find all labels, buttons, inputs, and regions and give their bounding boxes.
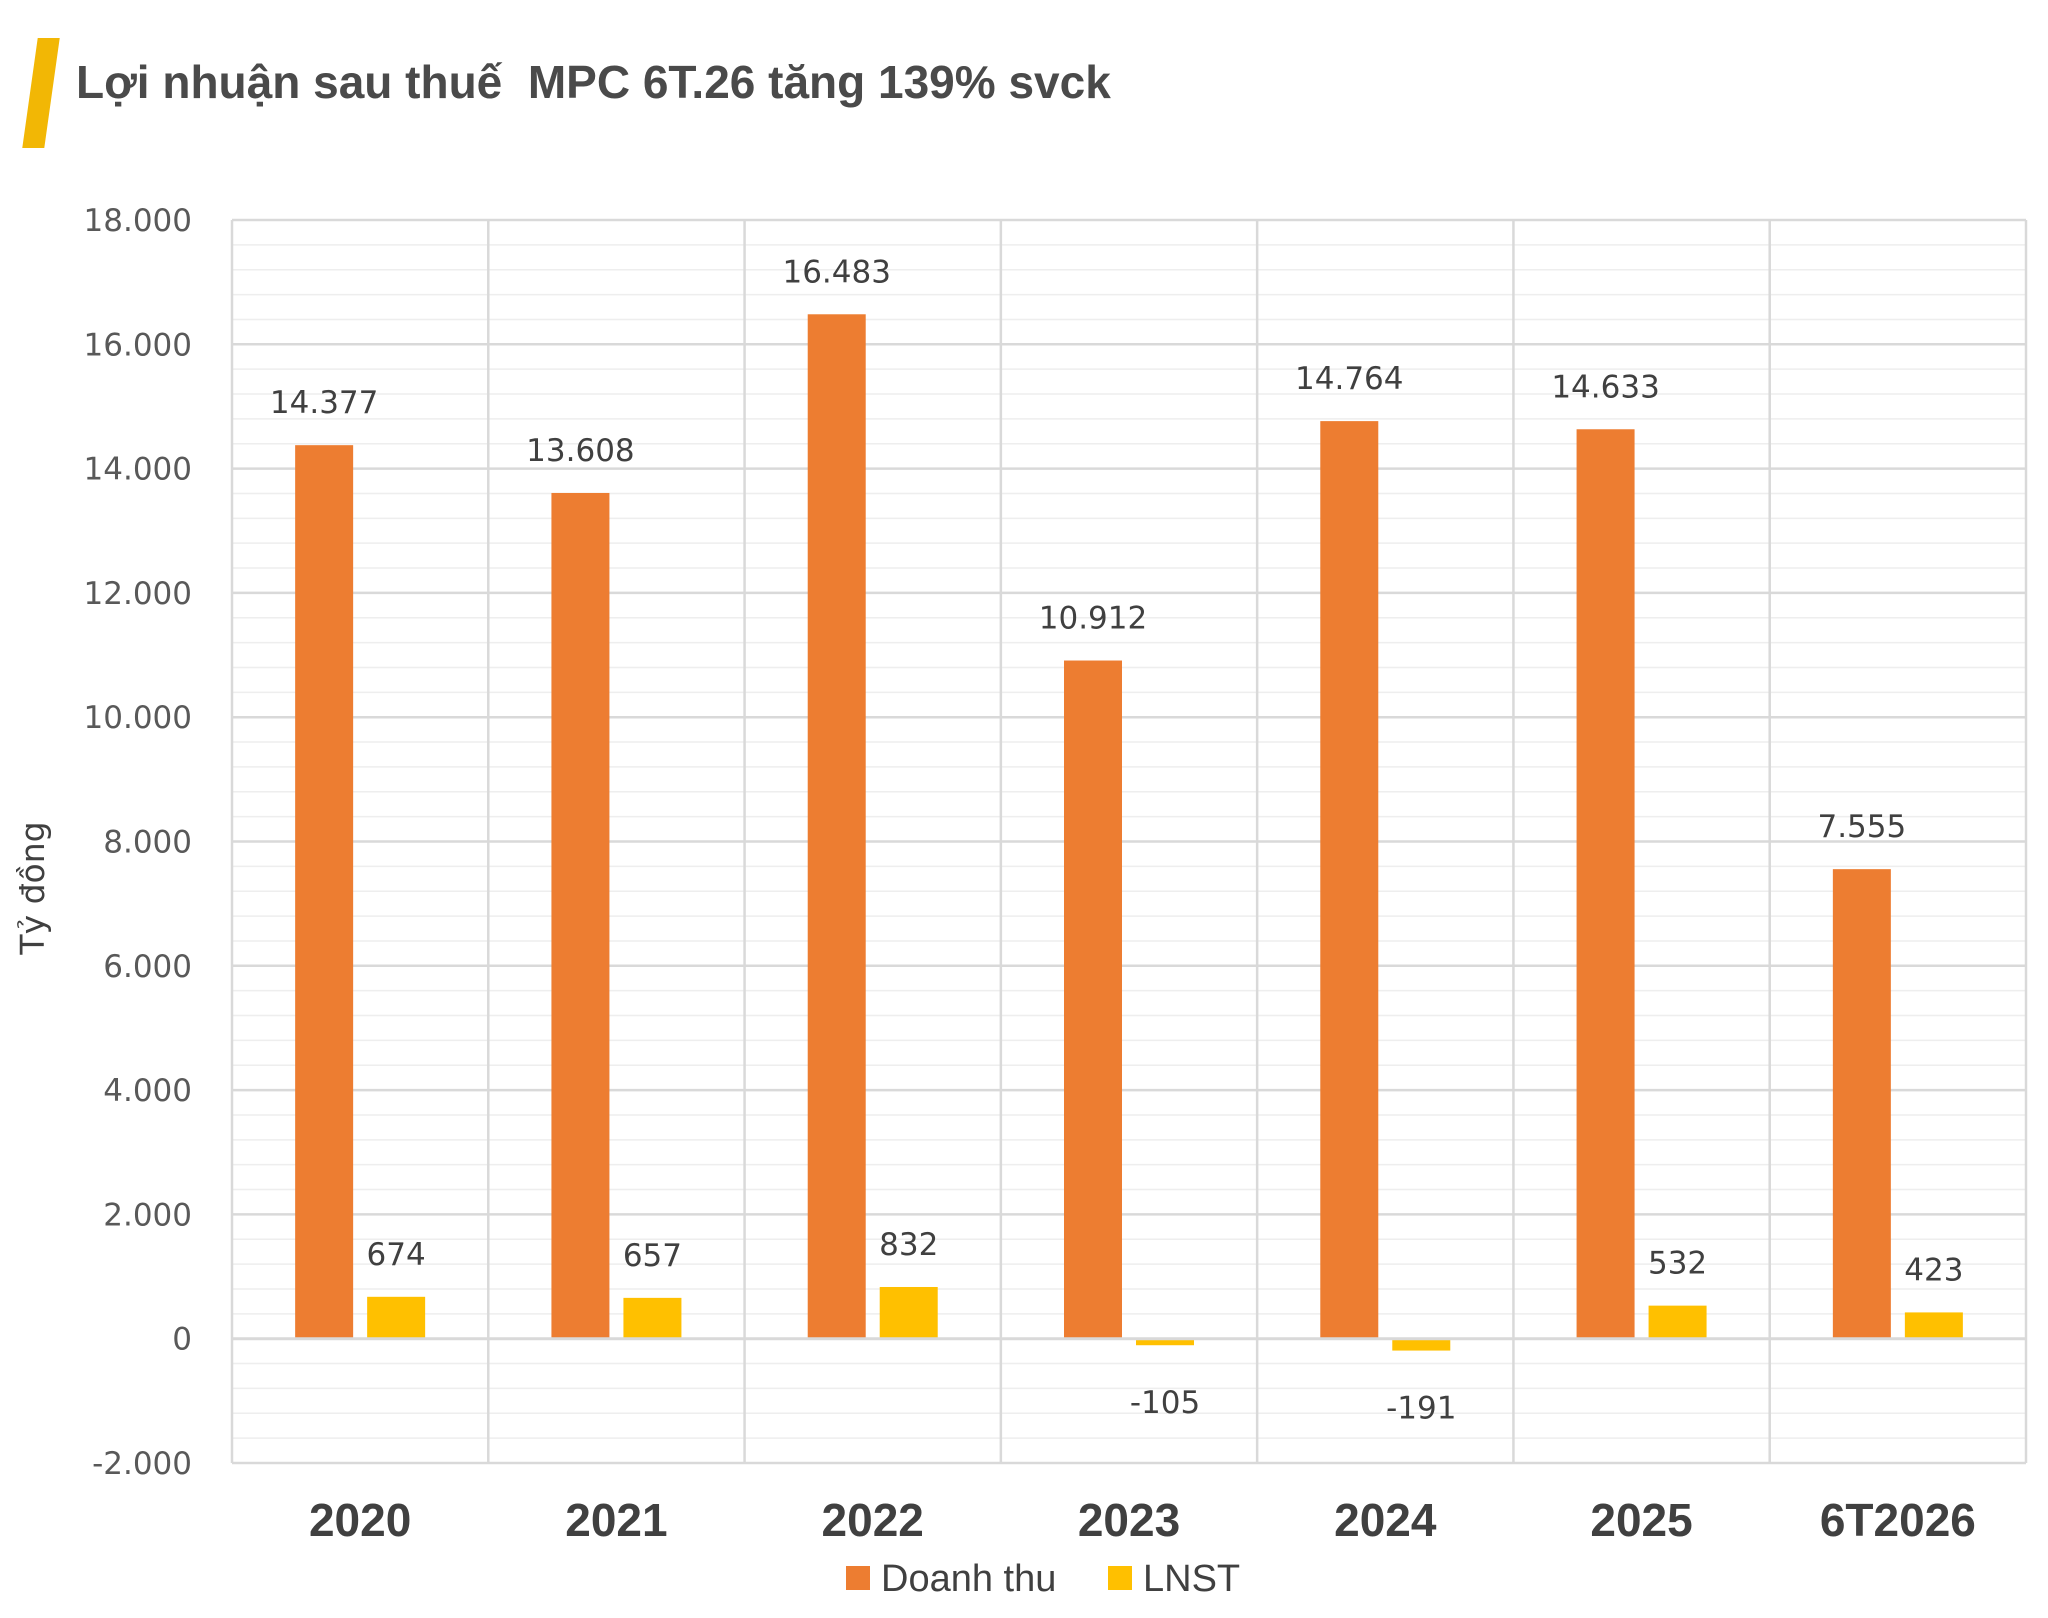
legend-swatch-doanh-thu <box>846 1566 870 1590</box>
x-tick-label: 6T2026 <box>1820 1494 1976 1546</box>
data-label-doanh-thu-2024: 14.764 <box>1295 361 1403 397</box>
y-tick-label: 14.000 <box>84 452 192 488</box>
x-tick-label: 2025 <box>1590 1494 1692 1546</box>
major-gridlines <box>232 218 2026 1465</box>
y-tick-label: 2.000 <box>103 1197 192 1233</box>
y-tick-label: -2.000 <box>92 1446 192 1482</box>
data-label-lnst-6t2026: 423 <box>1904 1252 1963 1288</box>
x-tick-label: 2023 <box>1078 1494 1180 1546</box>
y-tick-label: 18.000 <box>84 203 192 239</box>
legend-swatch-lnst <box>1108 1566 1132 1590</box>
y-tick-label: 0 <box>172 1322 192 1358</box>
data-label-doanh-thu-6t2026: 7.555 <box>1817 809 1906 845</box>
y-tick-label: 12.000 <box>84 576 192 612</box>
y-axis-ticks: -2.000 0 2.000 4.000 6.000 8.000 10.000 12.000 1… <box>84 203 192 1482</box>
bar-doanh-thu-2020 <box>295 445 354 1339</box>
x-tick-label: 2022 <box>822 1494 924 1546</box>
legend-label-doanh-thu: Doanh thu <box>881 1558 1056 1600</box>
x-tick-label: 2020 <box>309 1494 411 1546</box>
bar-doanh-thu-6t2026 <box>1832 869 1891 1339</box>
data-label-lnst-2025: 532 <box>1648 1246 1707 1282</box>
bar-doanh-thu-2022 <box>807 314 866 1339</box>
y-tick-label: 4.000 <box>103 1073 192 1109</box>
bar-lnst-2020 <box>367 1296 426 1339</box>
minor-gridlines <box>232 244 2026 1439</box>
y-tick-label: 6.000 <box>103 949 192 985</box>
bar-doanh-thu-2023 <box>1064 660 1122 1339</box>
bars-group <box>295 314 1963 1351</box>
x-tick-label: 2024 <box>1334 1494 1437 1546</box>
data-label-lnst-2022: 832 <box>879 1227 938 1263</box>
x-axis-categories: 2020 2021 2022 2023 2024 2025 6T2026 <box>309 1494 1976 1546</box>
y-tick-label: 16.000 <box>84 327 192 363</box>
data-label-doanh-thu-2022: 16.483 <box>782 254 890 290</box>
y-tick-label: 10.000 <box>84 700 192 736</box>
y-tick-label: 8.000 <box>103 825 192 861</box>
data-label-doanh-thu-2023: 10.912 <box>1039 601 1147 637</box>
y-axis-title: Tỷ đồng <box>13 821 52 955</box>
data-label-doanh-thu-2020: 14.377 <box>270 385 378 421</box>
bar-lnst-2024 <box>1392 1338 1451 1351</box>
data-label-lnst-2024: -191 <box>1386 1391 1456 1427</box>
bar-doanh-thu-2024 <box>1320 421 1379 1339</box>
data-labels: 14.377 674 13.608 657 16.483 832 10.912 -105 14.… <box>270 254 1964 1426</box>
bar-doanh-thu-2025 <box>1576 429 1635 1339</box>
bar-lnst-2021 <box>623 1297 682 1339</box>
data-label-doanh-thu-2025: 14.633 <box>1551 369 1659 405</box>
bar-lnst-2025 <box>1648 1305 1707 1339</box>
bar-doanh-thu-2021 <box>551 492 610 1339</box>
bar-lnst-6t2026 <box>1904 1312 1963 1339</box>
data-label-lnst-2020: 674 <box>367 1237 426 1273</box>
data-label-lnst-2023: -105 <box>1130 1385 1200 1421</box>
data-label-doanh-thu-2021: 13.608 <box>526 433 634 469</box>
category-separators <box>230 220 2028 1463</box>
legend-label-lnst: LNST <box>1143 1558 1240 1600</box>
bar-lnst-2022 <box>879 1286 938 1339</box>
chart-title: Lợi nhuận sau thuế MPC 6T.26 tăng 139% s… <box>76 56 1111 108</box>
data-label-lnst-2021: 657 <box>623 1238 682 1274</box>
bar-lnst-2023 <box>1136 1338 1194 1346</box>
x-tick-label: 2021 <box>565 1494 667 1546</box>
legend: Doanh thu LNST <box>846 1558 1240 1600</box>
